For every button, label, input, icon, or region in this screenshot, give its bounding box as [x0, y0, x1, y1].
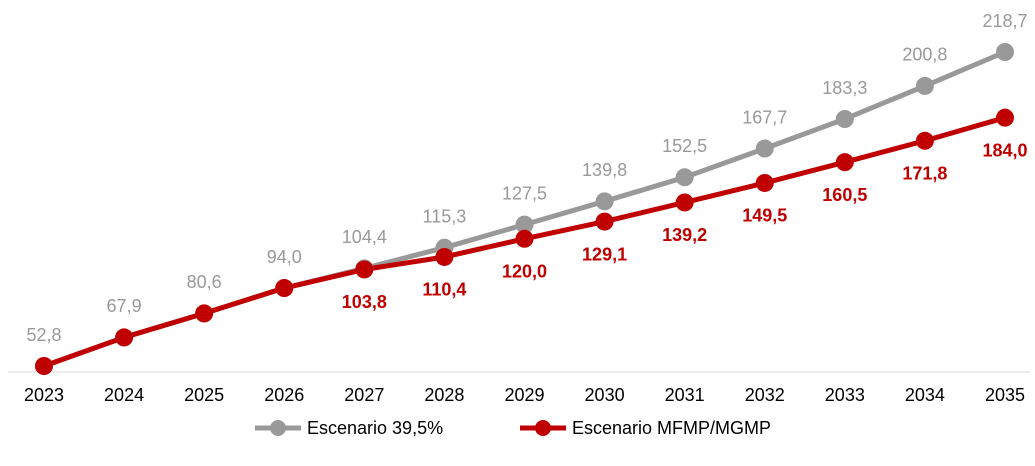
x-tick-label: 2033	[825, 385, 865, 405]
data-label: 139,8	[582, 160, 627, 180]
point	[996, 108, 1014, 127]
point	[675, 193, 694, 212]
data-label: 149,5	[742, 206, 787, 226]
point	[675, 168, 694, 187]
point	[996, 43, 1014, 61]
point	[515, 215, 534, 234]
x-tick-label: 2028	[424, 385, 464, 405]
data-label: 218,7	[982, 11, 1027, 31]
data-label: 127,5	[502, 183, 547, 203]
x-tick-label: 2035	[985, 385, 1025, 405]
data-label: 115,3	[423, 206, 467, 226]
data-label: 104,4	[342, 227, 387, 247]
point	[115, 328, 134, 347]
x-tick-label: 2030	[585, 385, 625, 405]
point	[355, 260, 374, 279]
data-label: 67,9	[107, 296, 142, 316]
data-label: 152,5	[662, 136, 707, 156]
data-label: 110,4	[422, 280, 466, 300]
point	[835, 153, 854, 172]
x-tick-label: 2024	[104, 385, 144, 405]
point	[595, 192, 614, 211]
point	[35, 357, 53, 375]
data-label: 139,2	[662, 225, 707, 245]
point	[515, 229, 534, 248]
data-label: 184,0	[982, 140, 1027, 160]
point	[435, 247, 454, 266]
x-tick-label: 2023	[24, 385, 64, 405]
legend-marker	[535, 420, 551, 436]
legend-marker	[270, 420, 286, 436]
x-tick-label: 2025	[184, 385, 224, 405]
x-tick-label: 2029	[504, 385, 544, 405]
data-label: 167,7	[742, 107, 787, 127]
data-label: 183,3	[822, 78, 867, 98]
legend-label: Escenario 39,5%	[307, 418, 443, 438]
point	[915, 76, 934, 95]
data-label: 171,8	[902, 164, 947, 184]
point	[915, 131, 934, 150]
data-label: 129,1	[582, 244, 627, 264]
point	[755, 139, 774, 158]
legend-label: Escenario MFMP/MGMP	[572, 418, 771, 438]
data-label: 160,5	[822, 185, 867, 205]
data-label: 80,6	[187, 272, 222, 292]
data-label: 120,0	[502, 262, 547, 282]
point	[835, 110, 854, 129]
x-tick-label: 2034	[905, 385, 945, 405]
point	[195, 304, 214, 323]
point	[755, 173, 774, 192]
data-label: 94,0	[267, 247, 302, 267]
x-tick-label: 2032	[745, 385, 785, 405]
point	[275, 279, 294, 298]
point	[595, 212, 614, 231]
x-tick-label: 2026	[264, 385, 304, 405]
data-label: 103,8	[342, 292, 387, 312]
data-label: 52,8	[26, 325, 61, 345]
data-label: 200,8	[902, 45, 947, 65]
x-tick-label: 2031	[665, 385, 705, 405]
x-tick-label: 2027	[344, 385, 384, 405]
